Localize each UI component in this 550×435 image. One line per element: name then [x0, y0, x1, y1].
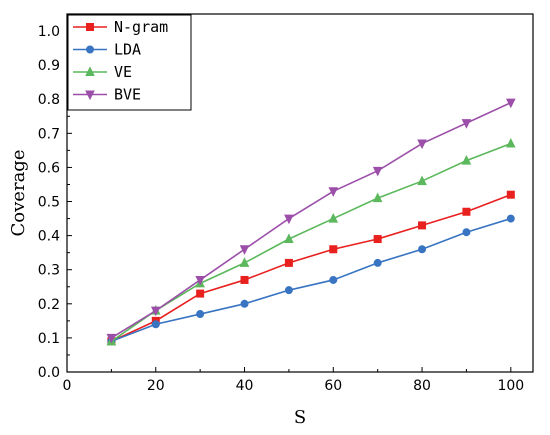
data-point-bve: [506, 98, 516, 109]
data-point-ve: [506, 137, 516, 148]
series-line-bve: [110, 101, 512, 339]
data-point-lda: [373, 258, 382, 267]
legend-item-ve: VE: [73, 63, 132, 81]
y-tick-label: 0.3: [38, 263, 60, 279]
y-tick-label: 0.4: [38, 229, 60, 245]
axes-layer: 0 20 40 60 80 100 0.0 0.1 0.2 0.3 0.4 0.5 0.6 0.7 0.8 0…: [38, 24, 524, 394]
data-point-n-gram: [284, 258, 293, 267]
plot-frame: [66, 13, 534, 373]
data-point-lda: [196, 310, 205, 319]
x-tick-label: 80: [413, 378, 431, 394]
data-point-legend-bve: [85, 90, 95, 101]
y-tick-label: 0.5: [38, 195, 60, 211]
data-point-ve: [372, 192, 383, 203]
plot-layer: [106, 98, 516, 346]
data-point-lda: [506, 214, 515, 223]
data-point-bve: [195, 275, 205, 286]
data-point-n-gram: [329, 245, 338, 254]
data-point-legend-ve: [85, 66, 95, 76]
data-point-bve: [106, 333, 117, 344]
data-point-lda: [284, 286, 293, 295]
data-point-ve: [328, 212, 339, 223]
y-tick-label: 0.0: [38, 365, 60, 381]
data-point-bve: [417, 139, 427, 150]
y-axis-title: Coverage: [8, 150, 29, 237]
legend-label: VE: [114, 63, 132, 81]
y-tick-label: 0.2: [38, 297, 60, 313]
y-tick-label: 0.7: [38, 126, 60, 142]
y-tick-label: 0.1: [38, 331, 60, 347]
legend-label: N-gram: [114, 18, 168, 36]
data-point-bve: [328, 187, 339, 197]
data-point-lda: [240, 299, 249, 308]
x-tick-label: 100: [497, 378, 524, 394]
series-line-lda: [111, 217, 512, 343]
data-point-ve: [239, 257, 250, 267]
data-point-lda: [418, 245, 427, 254]
data-point-n-gram: [373, 235, 382, 244]
data-point-lda: [151, 320, 160, 329]
x-tick-label: 0: [63, 378, 72, 394]
data-point-n-gram: [196, 289, 205, 298]
data-point-ve: [417, 175, 427, 186]
data-point-bve: [461, 119, 472, 129]
legend-label: LDA: [114, 41, 141, 59]
data-point-bve: [284, 214, 294, 225]
legend-item-lda: LDA: [73, 41, 141, 59]
data-point-n-gram: [506, 190, 515, 199]
series-line-n-gram: [111, 193, 512, 343]
x-tick-label: 20: [147, 378, 165, 394]
series-n-gram: [107, 190, 515, 346]
data-point-bve: [150, 306, 161, 317]
data-point-n-gram: [418, 221, 427, 230]
data-point-n-gram: [462, 207, 471, 216]
series-line-ve: [110, 142, 512, 342]
series-bve: [106, 98, 516, 344]
x-tick-label: 60: [324, 378, 342, 394]
legend-item-n-gram: N-gram: [73, 18, 168, 36]
y-tick-label: 0.8: [38, 92, 60, 108]
data-point-ve: [461, 154, 472, 165]
data-point-legend-lda: [86, 45, 94, 54]
y-tick-label: 0.6: [38, 160, 60, 176]
x-axis-title: S: [294, 407, 306, 428]
legend: N-gram LDA VE BVE: [67, 14, 192, 111]
y-tick-label: 0.9: [38, 58, 60, 74]
data-point-lda: [462, 228, 471, 237]
data-point-lda: [329, 275, 338, 284]
series-lda: [107, 214, 515, 346]
legend-item-bve: BVE: [73, 86, 141, 104]
x-tick-label: 40: [236, 378, 254, 394]
data-point-ve: [284, 233, 294, 244]
data-point-bve: [372, 166, 383, 177]
data-point-legend-n-gram: [86, 23, 94, 31]
data-point-n-gram: [240, 275, 249, 284]
y-tick-label: 1.0: [38, 24, 60, 40]
legend-label: BVE: [114, 86, 141, 104]
data-point-bve: [239, 245, 250, 255]
